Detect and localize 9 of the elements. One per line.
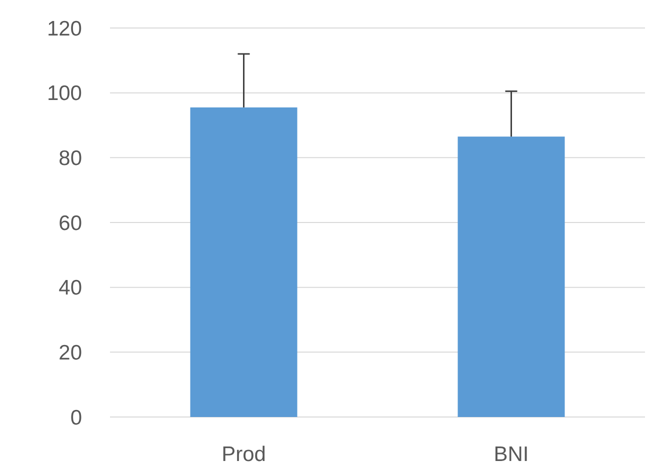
x-tick-label: BNI — [494, 443, 529, 466]
y-tick-label: 20 — [58, 342, 82, 365]
y-tick-label: 80 — [58, 147, 82, 170]
y-tick-label: 0 — [70, 406, 82, 430]
y-tick-label: 120 — [46, 17, 82, 40]
x-tick-label: Prod — [222, 443, 266, 466]
y-tick-label: 60 — [58, 212, 82, 235]
y-tick-label: 100 — [46, 82, 82, 106]
y-tick-label: 40 — [58, 276, 82, 300]
